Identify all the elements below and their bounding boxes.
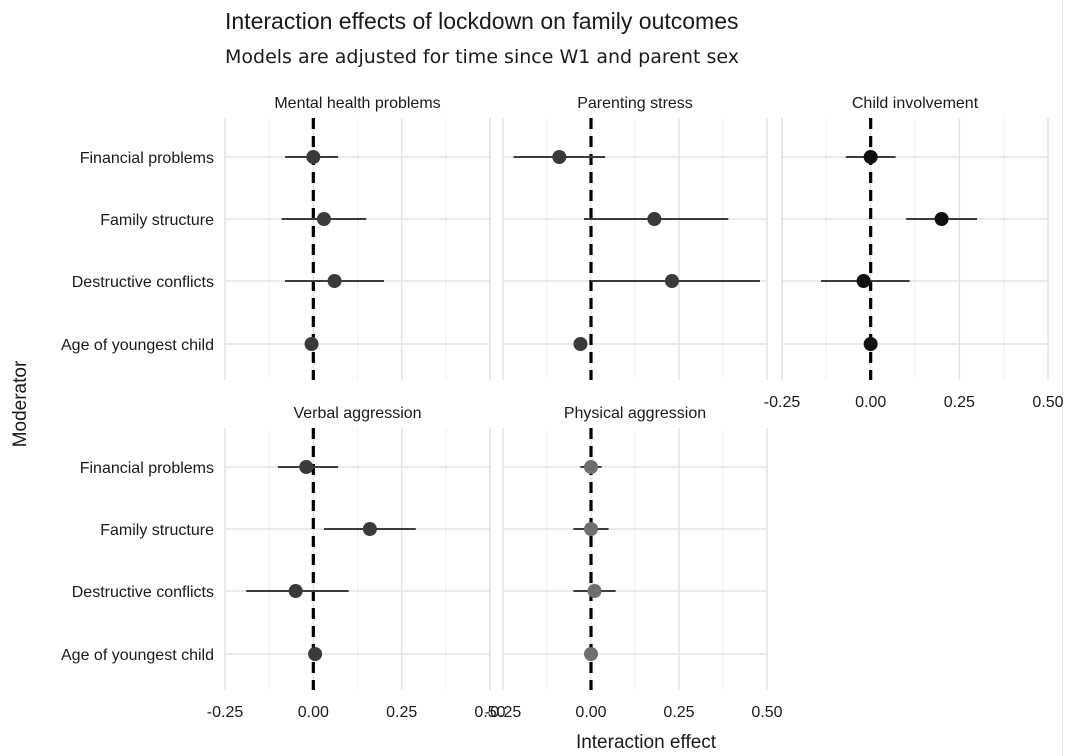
estimate-point	[863, 337, 878, 351]
estimate-point	[288, 584, 303, 598]
panel-title: Child involvement	[852, 95, 979, 112]
estimate-point	[647, 212, 662, 226]
x-tick-label: 0.50	[751, 704, 782, 721]
chart-title: Interaction effects of lockdown on famil…	[225, 8, 739, 34]
y-tick-label: Financial problems	[80, 460, 214, 477]
estimate-point	[934, 212, 949, 226]
y-tick-label: Destructive conflicts	[72, 584, 214, 601]
x-tick-label: 0.25	[944, 394, 975, 411]
y-tick-label: Financial problems	[80, 150, 214, 167]
x-tick-label: 0.25	[663, 704, 694, 721]
estimate-point	[856, 274, 871, 288]
estimate-point	[584, 522, 598, 536]
panel-title: Mental health problems	[274, 95, 440, 112]
estimate-point	[584, 460, 598, 474]
x-tick-label: -0.25	[207, 704, 244, 721]
y-tick-label: Age of youngest child	[61, 337, 214, 354]
x-tick-label: 0.00	[298, 704, 329, 721]
x-tick-label: 0.00	[575, 704, 606, 721]
estimate-point	[664, 274, 679, 288]
estimate-point	[584, 647, 598, 661]
panel-title: Verbal aggression	[293, 405, 421, 422]
panel-title: Parenting stress	[577, 95, 693, 112]
right-border-line	[1062, 0, 1063, 756]
x-tick-label: -0.25	[764, 394, 801, 411]
estimate-point	[863, 150, 878, 164]
estimate-point	[362, 522, 377, 536]
estimate-point	[552, 150, 567, 164]
estimate-point	[573, 337, 588, 351]
estimate-point	[306, 150, 321, 164]
estimate-point	[299, 460, 314, 474]
y-tick-label: Age of youngest child	[61, 647, 214, 664]
estimate-point	[327, 274, 342, 288]
x-tick-label: 0.00	[855, 394, 886, 411]
y-tick-label: Family structure	[100, 522, 214, 539]
x-tick-label: 0.25	[386, 704, 417, 721]
x-axis-label: Interaction effect	[576, 732, 717, 753]
estimate-point	[308, 647, 323, 661]
estimate-point	[304, 337, 319, 351]
estimate-point	[316, 212, 331, 226]
y-tick-label: Destructive conflicts	[72, 274, 214, 291]
chart-subtitle: Models are adjusted for time since W1 an…	[225, 46, 739, 68]
x-tick-label: 0.50	[474, 704, 505, 721]
estimate-point	[587, 584, 602, 598]
y-axis-label: Moderator	[10, 360, 31, 447]
y-tick-label: Family structure	[100, 212, 214, 229]
panel-title: Physical aggression	[564, 405, 706, 422]
x-tick-label: 0.50	[1032, 394, 1063, 411]
x-tick-label: -0.25	[485, 704, 522, 721]
